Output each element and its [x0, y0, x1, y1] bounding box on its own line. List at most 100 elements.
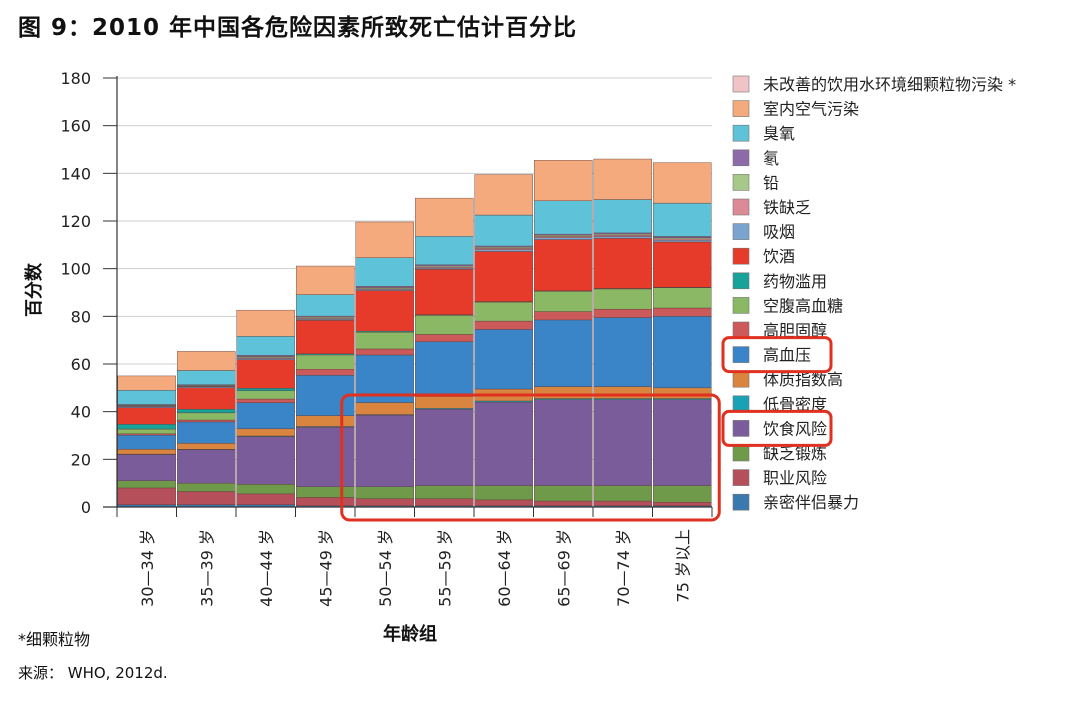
bar-segment — [534, 237, 593, 240]
legend-label: 未改善的饮用水环境细颗粒物污染 * — [763, 75, 1016, 94]
bar-segment — [653, 399, 712, 486]
legend-label: 体质指数高 — [763, 370, 843, 389]
bar-segment — [593, 386, 652, 399]
bar-segment — [415, 498, 474, 507]
bar-segment — [593, 199, 652, 234]
bar-segment — [355, 221, 414, 258]
x-tick-label: 45—49 岁 — [316, 529, 335, 607]
bar-segment — [177, 387, 236, 410]
legend-highlight-box — [721, 409, 833, 447]
bar-segment — [296, 486, 355, 498]
bar-segment — [474, 401, 533, 486]
bar-segment — [177, 421, 236, 444]
bar-segment — [415, 334, 474, 342]
x-tick-label: 60—64 岁 — [495, 529, 514, 607]
legend-swatch — [732, 174, 750, 191]
bar-segment — [117, 449, 176, 455]
bar-segment — [534, 160, 593, 201]
legend-swatch — [732, 469, 750, 486]
bar-segment — [355, 332, 414, 350]
bar-segment — [474, 301, 533, 322]
bar-segment — [296, 426, 355, 487]
bars-layer — [117, 158, 712, 508]
bar-segment — [177, 443, 236, 450]
legend-swatch — [732, 370, 750, 388]
bar-segment — [653, 239, 712, 243]
bar-segment — [593, 399, 652, 486]
bar-segment — [177, 491, 236, 505]
y-tick-label: 80 — [71, 307, 91, 326]
bar-segment — [415, 341, 474, 397]
highlight-layer — [340, 336, 833, 522]
legend-swatch — [732, 272, 750, 290]
bar-segment — [534, 500, 593, 507]
bar-segment — [355, 257, 414, 287]
legend-label: 职业风险 — [763, 469, 827, 488]
legend-swatch — [732, 420, 750, 437]
legend-label: 铁缺乏 — [763, 198, 811, 217]
legend-label: 高血压 — [763, 346, 811, 365]
bar-segment — [534, 386, 593, 399]
bar-segment — [117, 424, 176, 430]
bar-segment — [415, 409, 474, 486]
bar-segment — [593, 158, 652, 200]
bar-segment — [593, 238, 652, 289]
bar-segment — [236, 398, 295, 403]
bar-segment — [534, 200, 593, 235]
bar-segment — [534, 291, 593, 312]
bar-segment — [593, 317, 652, 387]
bar-segment — [593, 236, 652, 239]
bar-segment — [355, 402, 414, 415]
footnote: *细颗粒物 — [18, 630, 91, 649]
legend-swatch — [732, 493, 750, 511]
legend-label: 室内空气污染 — [763, 100, 859, 119]
legend-swatch — [732, 395, 750, 413]
legend-swatch — [732, 297, 750, 314]
bar-segment — [236, 359, 295, 389]
y-tick-label: 120 — [60, 212, 91, 231]
y-tick-label: 160 — [60, 117, 91, 136]
bar-segment — [236, 493, 295, 505]
bar-segment — [355, 348, 414, 356]
bar-segment — [296, 415, 355, 427]
bar-segment — [653, 287, 712, 309]
legend-label: 饮酒 — [763, 247, 795, 266]
bar-segment — [593, 288, 652, 310]
legend: 未改善的饮用水环境细颗粒物污染 * 室内空气污染臭氧氡铅铁缺乏吸烟饮酒药物滥用空腹… — [732, 75, 1016, 512]
bar-segment — [534, 311, 593, 321]
x-tick-label: 55—59 岁 — [435, 529, 454, 607]
bar-segment — [177, 482, 236, 492]
legend-highlight-box — [721, 336, 833, 374]
y-tick-label: 40 — [71, 403, 91, 422]
chart-title: 图 9：2010 年中国各危险因素所致死亡估计百分比 — [18, 15, 578, 41]
bar-segment — [296, 320, 355, 354]
bar-segment — [474, 174, 533, 216]
legend-label: 低骨密度 — [763, 395, 827, 414]
axes-layer: 0 20 40 60 80 100 120 140 160 180 30—34 岁 35—39 岁 40… — [60, 69, 713, 607]
x-tick-label: 65—69 岁 — [554, 529, 573, 607]
y-axis-label: 百分数 — [23, 262, 45, 317]
bar-segment — [236, 484, 295, 495]
bar-segment — [534, 485, 593, 502]
legend-swatch — [732, 247, 750, 265]
bar-segment — [653, 202, 712, 237]
bar-segment — [534, 239, 593, 292]
bar-segment — [296, 369, 355, 376]
bar-segment — [236, 436, 295, 485]
x-tick-label: 40—44 岁 — [257, 529, 276, 607]
bar-segment — [474, 485, 533, 501]
bar-segment — [236, 388, 295, 391]
legend-label: 臭氧 — [763, 124, 795, 143]
bar-segment — [117, 390, 176, 405]
bar-segment — [117, 454, 176, 481]
legend-swatch — [732, 198, 750, 216]
bar-segment — [653, 316, 712, 389]
legend-label: 铅 — [763, 173, 779, 192]
x-tick-label: 75 岁以上 — [673, 529, 692, 602]
bar-segment — [355, 290, 414, 332]
legend-label: 饮食风险 — [763, 419, 827, 438]
y-tick-label: 140 — [60, 164, 91, 183]
bar-segment — [117, 428, 176, 435]
bar-segment — [474, 251, 533, 302]
legend-label: 亲密伴侣暴力 — [763, 493, 859, 512]
